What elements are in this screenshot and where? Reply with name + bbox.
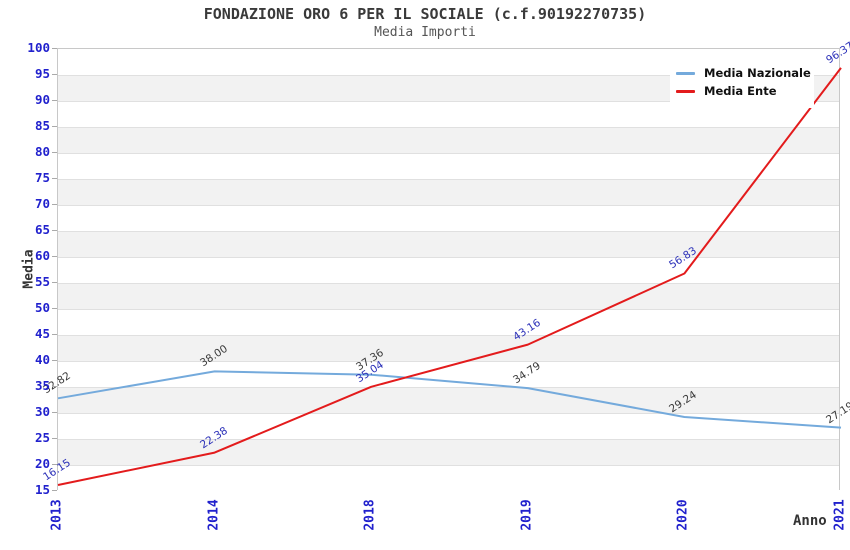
y-tick-label: 20 [34, 456, 50, 471]
y-tick-label: 35 [34, 378, 50, 393]
y-tick-mark [52, 282, 57, 283]
grid-band [58, 465, 839, 491]
y-tick-label: 60 [34, 248, 50, 263]
gridline [58, 153, 839, 154]
grid-band [58, 283, 839, 309]
gridline [58, 75, 839, 76]
x-tick-label: 2019 [519, 499, 535, 531]
y-tick-mark [52, 230, 57, 231]
gridline [58, 335, 839, 336]
y-tick-mark [52, 100, 57, 101]
gridline [58, 465, 839, 466]
gridline [58, 439, 839, 440]
y-tick-mark [52, 464, 57, 465]
x-tick-label: 2020 [675, 499, 691, 531]
gridline [58, 231, 839, 232]
grid-band [58, 153, 839, 179]
gridline [58, 101, 839, 102]
gridline [58, 257, 839, 258]
y-tick-label: 90 [34, 92, 50, 107]
grid-band [58, 127, 839, 153]
y-tick-mark [52, 204, 57, 205]
y-tick-mark [52, 256, 57, 257]
y-tick-mark [52, 334, 57, 335]
gridline [58, 413, 839, 414]
x-tick-label: 2018 [362, 499, 378, 531]
gridline [58, 283, 839, 284]
legend-label: Media Nazionale [704, 66, 811, 80]
series-line [57, 370, 842, 429]
grid-band [58, 205, 839, 231]
y-tick-mark [52, 386, 57, 387]
chart-title: FONDAZIONE ORO 6 PER IL SOCIALE (c.f.901… [203, 5, 647, 23]
gridline [58, 205, 839, 206]
y-tick-mark [52, 178, 57, 179]
legend: Media Nazionale Media Ente [670, 56, 814, 108]
y-tick-label: 80 [34, 144, 50, 159]
gridline [58, 387, 839, 388]
legend-swatch-line-icon [676, 89, 695, 93]
y-tick-label: 65 [34, 222, 50, 237]
y-tick-label: 100 [27, 40, 50, 55]
legend-item-media-nazionale: Media Nazionale [676, 65, 811, 81]
y-tick-mark [52, 152, 57, 153]
y-tick-mark [52, 438, 57, 439]
legend-item-media-ente: Media Ente [676, 83, 806, 99]
y-tick-mark [52, 490, 57, 491]
grid-band [58, 439, 839, 465]
plot-area [57, 48, 842, 491]
x-tick-label: 2021 [832, 499, 848, 531]
y-tick-mark [52, 412, 57, 413]
y-tick-label: 75 [34, 170, 50, 185]
y-tick-label: 55 [34, 274, 50, 289]
y-tick-label: 40 [34, 352, 50, 367]
grid-band [58, 335, 839, 361]
y-tick-label: 95 [34, 66, 50, 81]
y-tick-label: 25 [34, 430, 50, 445]
x-axis-title: Anno [793, 513, 827, 529]
y-axis-title: Media [21, 249, 37, 289]
gridline [58, 127, 839, 128]
y-tick-mark [52, 48, 57, 49]
y-tick-label: 30 [34, 404, 50, 419]
legend-label: Media Ente [704, 84, 777, 98]
grid-band [58, 257, 839, 283]
chart-subtitle: Media Importi [374, 25, 476, 40]
y-tick-label: 45 [34, 326, 50, 341]
series-line [57, 67, 842, 486]
y-tick-mark [52, 74, 57, 75]
y-tick-label: 50 [34, 300, 50, 315]
grid-band [58, 231, 839, 257]
y-tick-mark [52, 308, 57, 309]
x-tick-label: 2013 [49, 499, 65, 531]
grid-band [58, 179, 839, 205]
y-tick-mark [52, 126, 57, 127]
grid-band [58, 413, 839, 439]
legend-swatch-line-icon [676, 71, 695, 75]
gridline [58, 179, 839, 180]
gridline [58, 309, 839, 310]
y-tick-mark [52, 360, 57, 361]
gridline [58, 361, 839, 362]
x-tick-label: 2014 [206, 499, 222, 531]
y-tick-label: 70 [34, 196, 50, 211]
grid-band [58, 309, 839, 335]
y-tick-label: 15 [34, 482, 50, 497]
grid-band [58, 387, 839, 413]
y-tick-label: 85 [34, 118, 50, 133]
series-lines [57, 67, 842, 486]
